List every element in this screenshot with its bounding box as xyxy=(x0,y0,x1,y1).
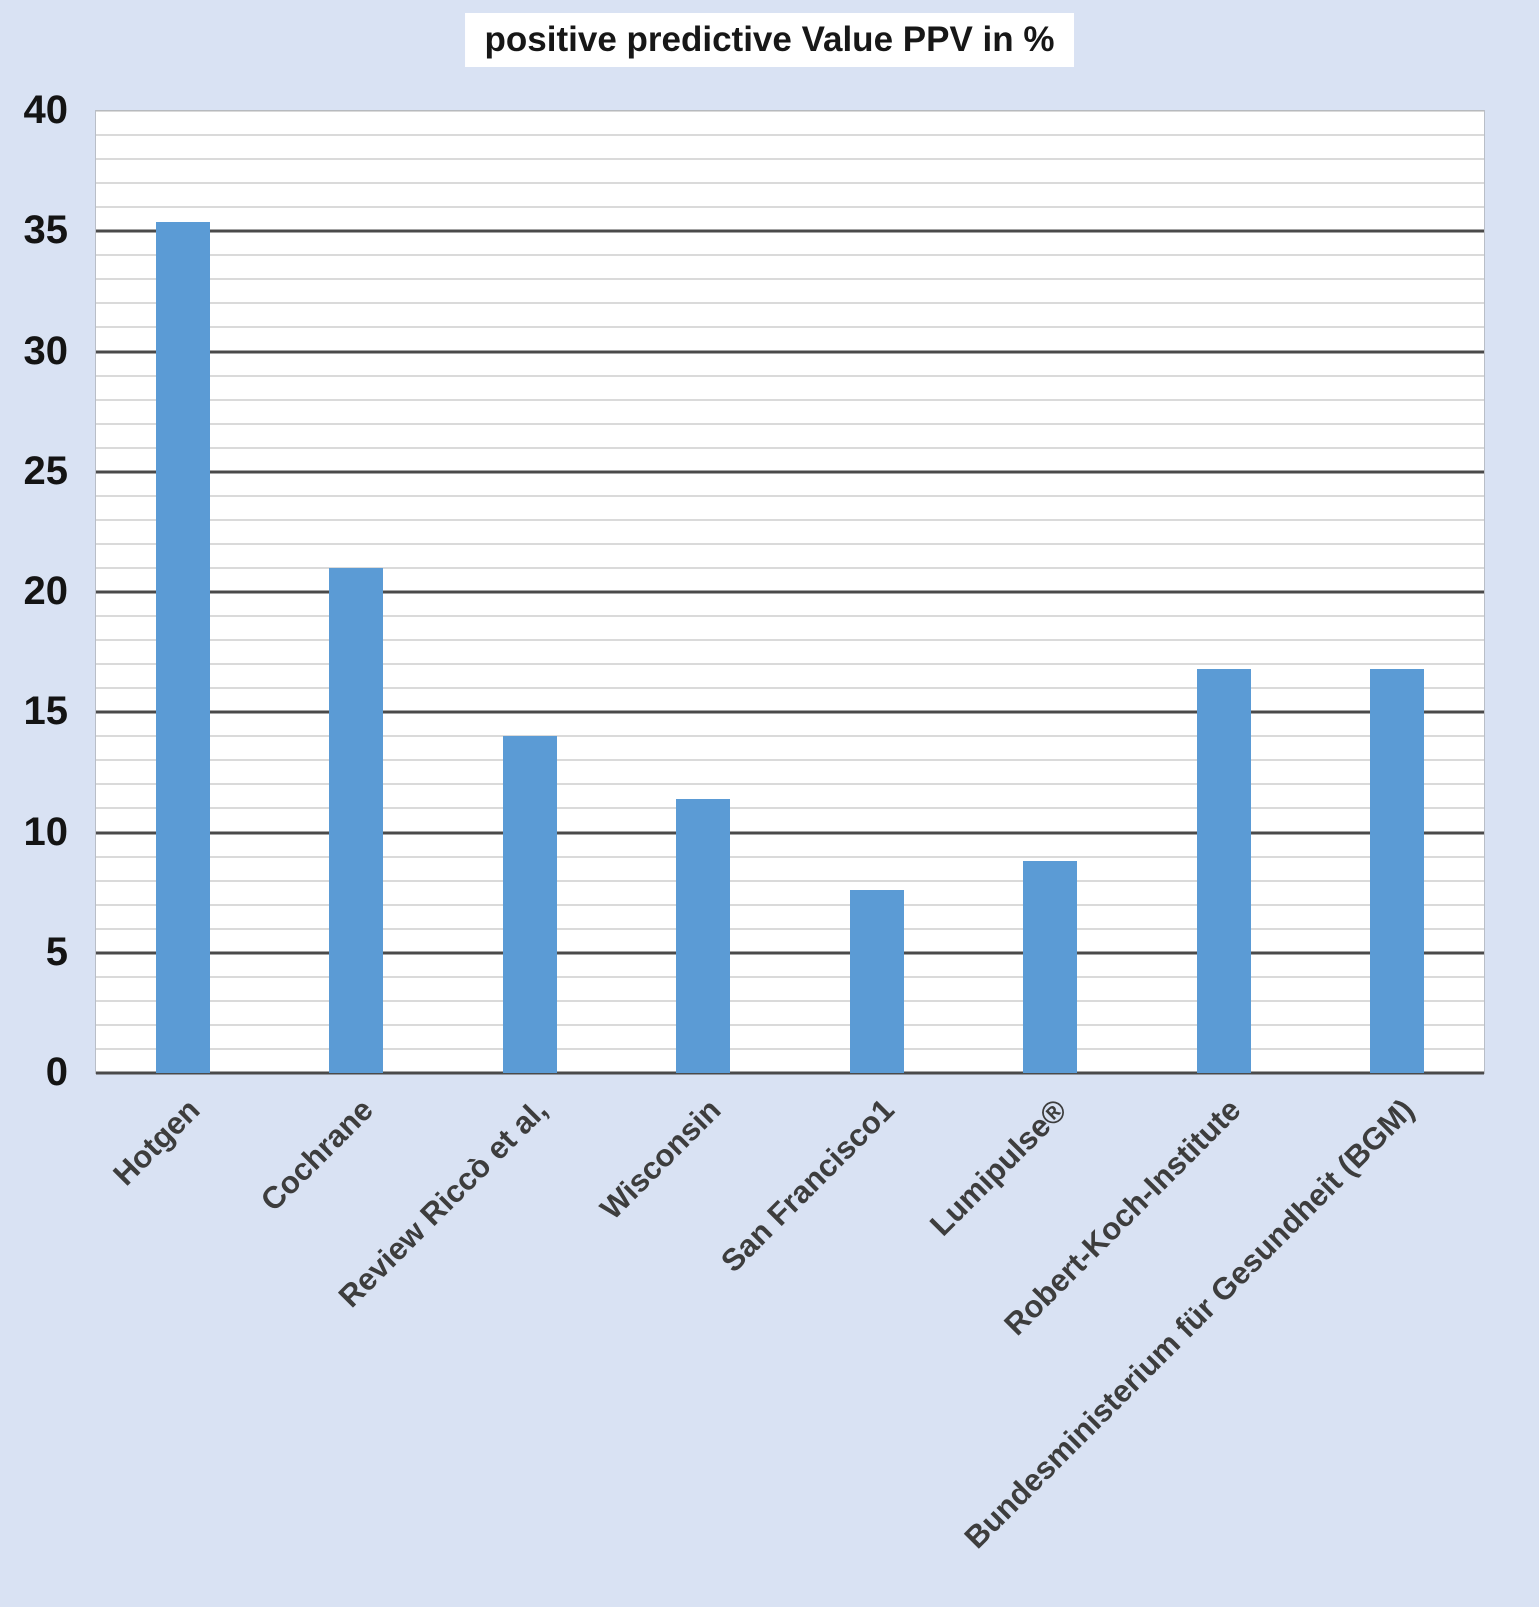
x-label-lumipulse: Lumipulse® xyxy=(923,1092,1074,1243)
gridline-10 xyxy=(96,831,1484,834)
plot-area xyxy=(95,110,1485,1075)
chart-title: positive predictive Value PPV in % xyxy=(464,13,1075,67)
gridline-40 xyxy=(96,110,1484,112)
gridline-19 xyxy=(96,615,1484,617)
bar-cochrane xyxy=(329,567,384,1073)
bar-lumipulse xyxy=(1023,861,1078,1073)
gridline-11 xyxy=(96,807,1484,809)
gridline-28 xyxy=(96,399,1484,401)
y-tick-label-20: 20 xyxy=(23,569,69,613)
gridline-24 xyxy=(96,495,1484,497)
gridline-33 xyxy=(96,278,1484,280)
y-axis: 0 5 10 15 20 25 30 35 40 xyxy=(0,90,82,1092)
x-label-hotgen: Hotgen xyxy=(106,1092,207,1193)
gridline-8 xyxy=(96,880,1484,882)
gridline-14 xyxy=(96,735,1484,737)
gridline-13 xyxy=(96,759,1484,761)
gridline-18 xyxy=(96,639,1484,641)
gridline-29 xyxy=(96,375,1484,377)
bar-bundesministerium-f-r-gesundheit-bgm xyxy=(1370,668,1425,1073)
gridline-20 xyxy=(96,590,1484,594)
bar-san-francisco1 xyxy=(849,890,904,1073)
y-tick-label-10: 10 xyxy=(23,809,69,854)
y-tick-label-40: 40 xyxy=(23,88,69,132)
gridline-15 xyxy=(96,710,1484,714)
y-tick-label-35: 35 xyxy=(23,208,69,253)
gridline-0 xyxy=(96,1071,1484,1075)
gridline-6 xyxy=(96,928,1484,930)
gridline-4 xyxy=(96,976,1484,978)
gridline-35 xyxy=(96,229,1484,233)
gridline-5 xyxy=(96,951,1484,955)
gridline-1 xyxy=(96,1048,1484,1050)
gridline-23 xyxy=(96,519,1484,521)
gridline-2 xyxy=(96,1024,1484,1026)
gridline-3 xyxy=(96,1000,1484,1002)
y-tick-label-5: 5 xyxy=(45,929,68,974)
gridline-26 xyxy=(96,447,1484,449)
bar-review-ricc-et-al xyxy=(502,736,557,1073)
bar-robert-koch-institute xyxy=(1196,668,1251,1073)
y-tick-label-15: 15 xyxy=(23,689,69,734)
gridline-38 xyxy=(96,158,1484,160)
gridline-25 xyxy=(96,470,1484,474)
gridline-36 xyxy=(96,206,1484,208)
x-label-cochrane: Cochrane xyxy=(254,1092,380,1218)
gridline-37 xyxy=(96,182,1484,184)
bar-wisconsin xyxy=(676,798,731,1073)
x-axis-labels: Hotgen Cochrane Review Riccò et al, Wiscons… xyxy=(95,1076,1483,1601)
gridline-21 xyxy=(96,567,1484,569)
gridline-30 xyxy=(96,350,1484,353)
bar-hotgen xyxy=(155,221,210,1073)
gridline-17 xyxy=(96,663,1484,665)
gridline-12 xyxy=(96,783,1484,785)
x-label-wisconsin: Wisconsin xyxy=(592,1092,727,1227)
gridline-39 xyxy=(96,134,1484,136)
gridline-31 xyxy=(96,326,1484,328)
y-tick-label-0: 0 xyxy=(45,1050,68,1094)
gridline-16 xyxy=(96,687,1484,689)
gridline-27 xyxy=(96,423,1484,425)
gridline-7 xyxy=(96,904,1484,906)
gridline-9 xyxy=(96,856,1484,858)
gridline-32 xyxy=(96,302,1484,304)
gridline-22 xyxy=(96,543,1484,545)
gridline-34 xyxy=(96,254,1484,256)
y-tick-label-30: 30 xyxy=(23,328,69,373)
x-label-san-francisco1: San Francisco1 xyxy=(713,1092,901,1279)
y-tick-label-25: 25 xyxy=(23,448,69,493)
